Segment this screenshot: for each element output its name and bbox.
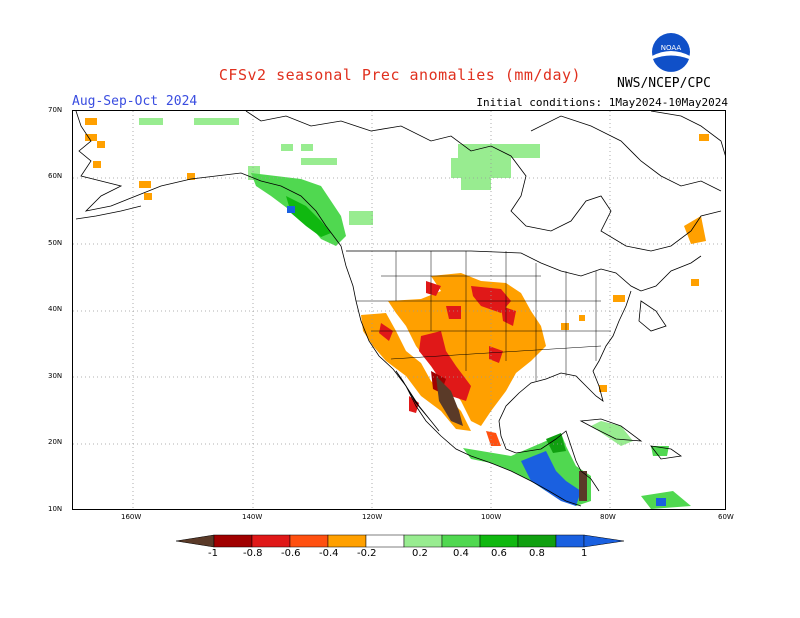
colorbar-label: -0.4	[319, 548, 339, 559]
colorbar-label: 0.6	[491, 548, 507, 559]
initial-conditions-label: Initial conditions: 1May2024-10May2024	[476, 96, 728, 109]
lat-label: 10N	[48, 505, 63, 513]
lat-label: 20N	[48, 438, 63, 446]
lat-label: 40N	[48, 305, 63, 313]
colorbar-arrow-left	[176, 534, 215, 548]
colorbar-label: -0.8	[243, 548, 263, 559]
colorbar-label: 1	[581, 548, 588, 559]
map-title: CFSv2 seasonal Prec anomalies (mm/day)	[218, 66, 582, 84]
anomaly-fills	[85, 118, 709, 509]
logo-text: NOAA	[661, 44, 682, 52]
lon-label: 120W	[362, 513, 383, 521]
colorbar-label: -0.2	[357, 548, 377, 559]
coastlines	[75, 111, 725, 507]
colorbar-label: -0.6	[281, 548, 301, 559]
lon-label: 60W	[718, 513, 734, 521]
lat-label: 30N	[48, 372, 63, 380]
anomaly-map	[72, 110, 726, 510]
colorbar	[176, 534, 625, 548]
state-borders	[356, 251, 611, 381]
colorbar-label: 0.4	[453, 548, 469, 559]
colorbar-label: 0.8	[529, 548, 545, 559]
organization-label: NWS/NCEP/CPC	[617, 76, 711, 91]
noaa-logo: NOAA	[652, 33, 690, 72]
lon-label: 80W	[600, 513, 616, 521]
lat-label: 70N	[48, 106, 63, 114]
colorbar-label: -1	[208, 548, 218, 559]
lon-label: 160W	[121, 513, 142, 521]
lat-label: 60N	[48, 172, 63, 180]
lat-label: 50N	[48, 239, 63, 247]
lon-label: 140W	[242, 513, 263, 521]
graticule	[73, 111, 725, 509]
lon-label: 100W	[481, 513, 502, 521]
season-label: Aug-Sep-Oct 2024	[72, 94, 198, 109]
map-canvas	[73, 111, 725, 509]
colorbar-arrow-right	[583, 534, 625, 548]
colorbar-label: 0.2	[412, 548, 428, 559]
